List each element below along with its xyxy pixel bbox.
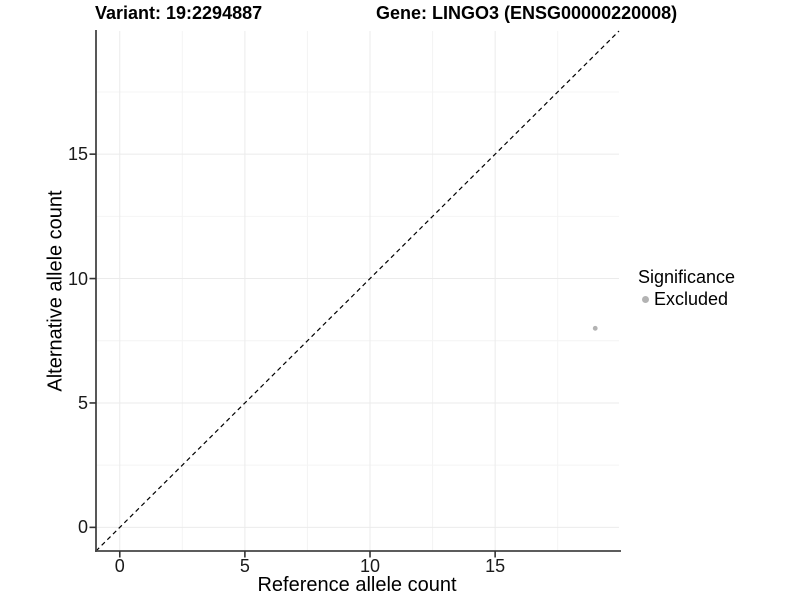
x-axis-title: Reference allele count xyxy=(257,574,457,596)
x-tick-label: 15 xyxy=(485,556,506,576)
data-point-excluded xyxy=(592,325,598,331)
excluded-point-icon xyxy=(642,296,649,303)
x-tick-label: 5 xyxy=(239,556,250,576)
legend: Significance Excluded xyxy=(638,266,735,310)
legend-title: Significance xyxy=(638,267,736,287)
variant-title: Variant: 19:2294887 xyxy=(95,3,263,23)
y-tick-label: 10 xyxy=(67,268,88,289)
y-tick-label: 15 xyxy=(67,144,88,165)
x-tick-label: 10 xyxy=(359,556,381,576)
gene-title: Gene: LINGO3 (ENSG00000220008) xyxy=(376,3,678,23)
legend-item-excluded: Excluded xyxy=(638,289,735,310)
x-tick-label: 0 xyxy=(114,556,125,576)
y-tick-label: 5 xyxy=(77,392,88,413)
y-tick-label: 0 xyxy=(77,517,88,538)
identity-line xyxy=(95,30,620,552)
legend-item-label: Excluded xyxy=(654,289,729,309)
